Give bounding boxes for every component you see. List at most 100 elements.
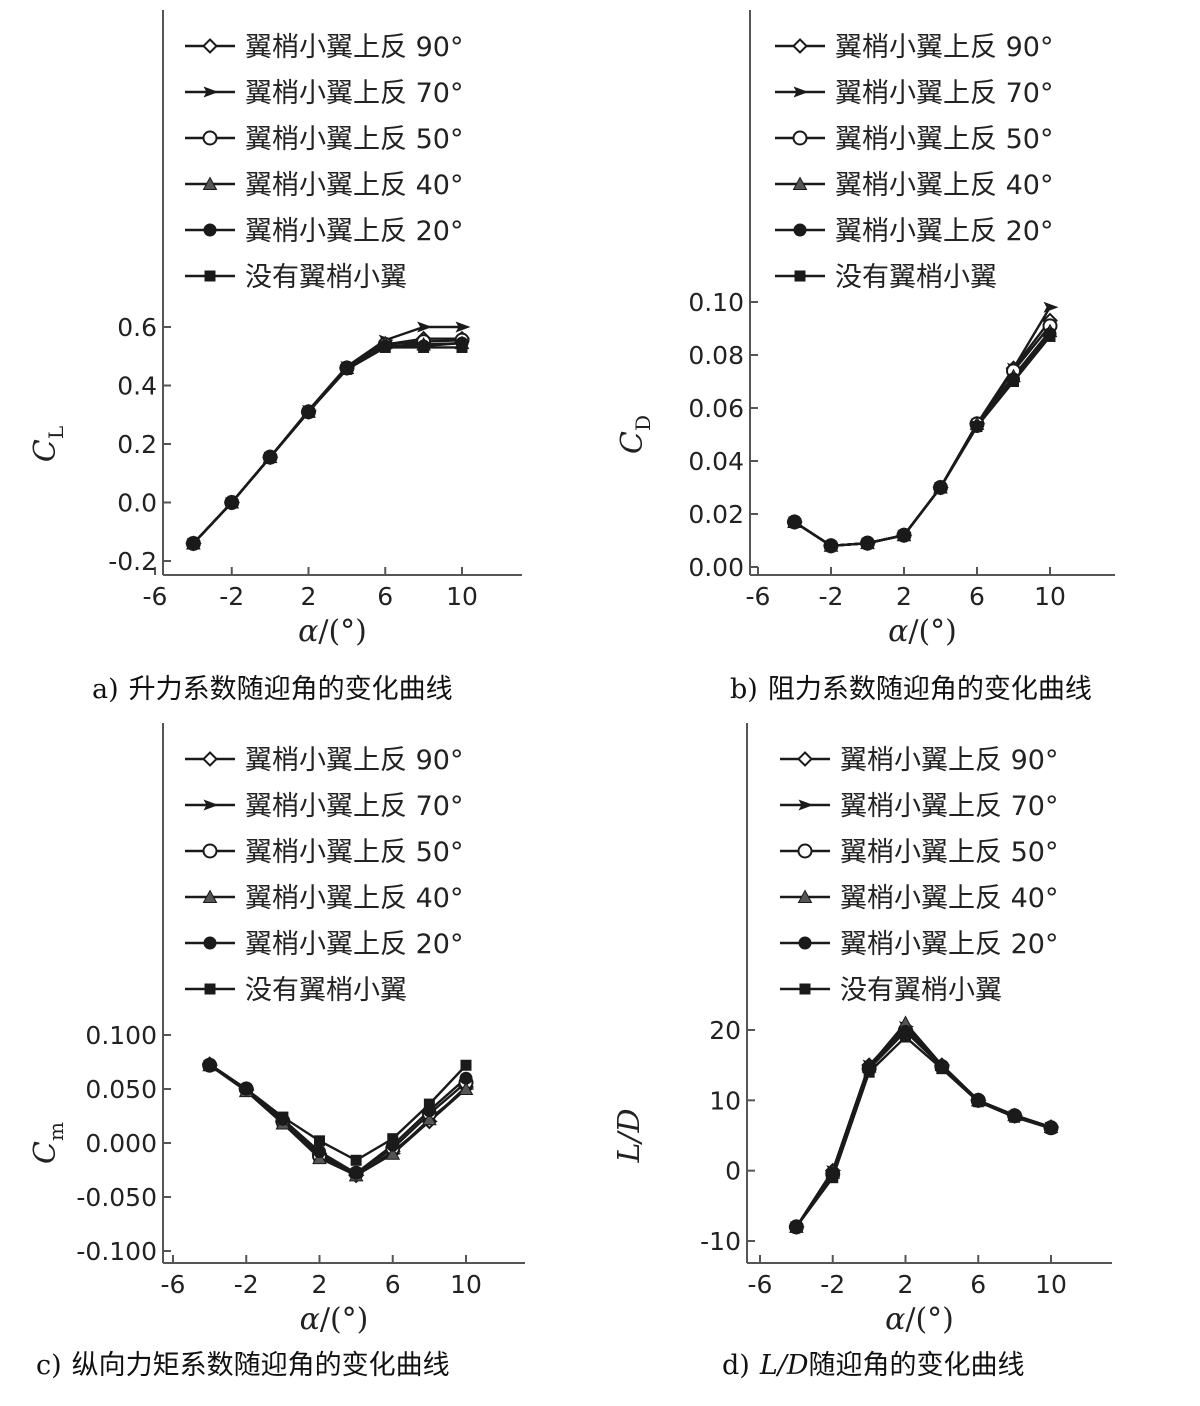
point-c-5-6 xyxy=(423,1098,435,1110)
legend-label-b-1: 翼梢小翼上反 70° xyxy=(835,78,1053,109)
point-c-3-5 xyxy=(385,1146,401,1160)
y-axis-symbol-a: C xyxy=(28,439,63,462)
legend-label-d-5: 没有翼梢小翼 xyxy=(840,975,1002,1006)
point-d-5-3 xyxy=(900,1031,911,1043)
point-a-5-1 xyxy=(226,497,238,508)
x-tick-label-c: -2 xyxy=(234,1270,259,1299)
x-axis-symbol-d: α xyxy=(885,1302,905,1337)
point-c-3-6 xyxy=(422,1111,437,1126)
x-tick-label-d: 2 xyxy=(898,1270,914,1299)
x-axis-title-b: α/(°) xyxy=(888,614,957,649)
legend-marker-c-1 xyxy=(203,799,219,811)
y-axis-symbol-d: L/D xyxy=(612,1108,647,1163)
y-tick-label-c: 0.100 xyxy=(85,1021,157,1050)
y-tick-label-a: -0.2 xyxy=(108,547,157,576)
y-axis-title-a: CL xyxy=(28,426,68,462)
point-a-1-7 xyxy=(455,321,471,333)
x-axis-unit-c: /(°) xyxy=(320,1302,369,1337)
x-tick-label-a: 6 xyxy=(377,582,393,611)
panel-a: -6 -2 2 6 10 -0.2 0.0 0.2 0.4 0.6 α/(°) CL 翼梢小翼上反 90… xyxy=(0,0,600,705)
legend-marker-b-3 xyxy=(792,176,808,190)
legend-marker-c-4 xyxy=(203,936,217,950)
legend-marker-a-2 xyxy=(202,130,218,146)
x-tick-label-b: 10 xyxy=(1034,582,1066,611)
x-tick-label-a: -2 xyxy=(219,582,244,611)
y-tick-label-b: 0.10 xyxy=(688,288,744,317)
x-tick-label-b: 6 xyxy=(969,582,985,611)
point-c-4-3 xyxy=(313,1145,326,1159)
legend-marker-b-4 xyxy=(793,223,807,237)
x-tick-label-c: 2 xyxy=(312,1270,328,1299)
point-c-5-3 xyxy=(314,1135,325,1147)
y-axis-subscript-c: m xyxy=(44,1122,68,1141)
chart-b-svg: -6 -2 2 6 10 0.00 0.02 0.04 0.06 0.08 0.10 α/(°) CD 翼… xyxy=(615,10,1115,649)
series-line-a-1 xyxy=(192,325,462,545)
point-c-5-4 xyxy=(350,1154,362,1166)
legend-label-c-5: 没有翼梢小翼 xyxy=(245,975,407,1006)
legend-marker-b-1 xyxy=(793,86,809,98)
y-axis-title-c: Cm xyxy=(28,1122,68,1164)
legend-marker-d-4 xyxy=(798,936,812,950)
series-line-a-0 xyxy=(192,337,462,545)
legend-label-d-2: 翼梢小翼上反 50° xyxy=(840,837,1058,868)
point-c-5-2 xyxy=(277,1111,289,1123)
legend-marker-a-4 xyxy=(203,223,217,237)
legend-label-b-2: 翼梢小翼上反 50° xyxy=(835,124,1053,155)
y-tick-label-d: 20 xyxy=(709,1016,741,1045)
y-tick-label-b: 0.04 xyxy=(688,447,744,476)
caption-d-ital: L/D xyxy=(759,1350,809,1381)
point-c-5-5 xyxy=(387,1133,399,1145)
legend-label-b-5: 没有翼梢小翼 xyxy=(835,262,997,293)
legend-label-a-3: 翼梢小翼上反 40° xyxy=(245,170,463,201)
panel-c: -6 -2 2 6 10 -0.100 -0.050 0.000 0.050 0.100 α/(°)… xyxy=(0,703,600,1406)
x-tick-label-b: 2 xyxy=(896,582,912,611)
x-axis-symbol-c: α xyxy=(300,1302,320,1337)
legend-label-a-5: 没有翼梢小翼 xyxy=(245,262,407,293)
point-b-5-4 xyxy=(935,482,946,493)
legend-label-c-2: 翼梢小翼上反 50° xyxy=(245,837,463,868)
legend-label-d-0: 翼梢小翼上反 90° xyxy=(840,745,1058,776)
legend-marker-d-5 xyxy=(799,983,811,995)
point-d-5-0 xyxy=(790,1221,802,1233)
x-tick-label-b: -2 xyxy=(819,582,844,611)
point-a-5-0 xyxy=(187,537,199,549)
legend-label-a-1: 翼梢小翼上反 70° xyxy=(245,78,463,109)
series-line-d-5 xyxy=(795,1035,1052,1228)
point-d-5-6 xyxy=(1009,1111,1021,1123)
legend-marker-c-3 xyxy=(202,889,218,903)
legend-marker-d-3 xyxy=(797,889,813,903)
series-line-a-5 xyxy=(192,346,462,545)
x-tick-label-a: 10 xyxy=(446,582,478,611)
point-a-5-6 xyxy=(418,341,430,353)
point-d-5-5 xyxy=(972,1096,984,1108)
point-c-5-0 xyxy=(204,1059,216,1071)
y-tick-label-b: 0.08 xyxy=(688,341,744,370)
legend-marker-d-0 xyxy=(797,751,813,767)
y-tick-label-c: -0.050 xyxy=(76,1183,157,1212)
series-line-a-3 xyxy=(192,341,463,545)
legend-label-d-4: 翼梢小翼上反 20° xyxy=(840,929,1058,960)
legend-label-a-0: 翼梢小翼上反 90° xyxy=(245,32,463,63)
point-b-5-6 xyxy=(1008,376,1019,387)
legend-marker-a-1 xyxy=(203,86,219,98)
point-a-5-3 xyxy=(303,406,314,418)
legend-marker-c-0 xyxy=(202,751,218,767)
chart-c-svg: -6 -2 2 6 10 -0.100 -0.050 0.000 0.050 0.100 α/(°)… xyxy=(28,723,525,1337)
legend-marker-c-2 xyxy=(202,843,218,859)
y-axis-subscript-a: L xyxy=(44,426,68,439)
point-a-5-5 xyxy=(379,341,391,353)
series-line-a-4 xyxy=(192,341,463,545)
y-tick-label-b: 0.02 xyxy=(688,500,744,529)
point-c-4-7 xyxy=(459,1071,473,1085)
y-axis-subscript-b: D xyxy=(631,415,655,431)
y-tick-label-d: 0 xyxy=(725,1157,741,1186)
point-a-5-4 xyxy=(341,363,353,375)
chart-a-svg: -6 -2 2 6 10 -0.2 0.0 0.2 0.4 0.6 α/(°) CL 翼梢小翼上反 90… xyxy=(28,10,522,649)
legend-marker-b-2 xyxy=(792,130,808,146)
x-axis-symbol-b: α xyxy=(888,614,908,649)
x-tick-label-d: -2 xyxy=(820,1270,845,1299)
x-tick-label-d: -6 xyxy=(748,1270,773,1299)
point-c-3-7 xyxy=(458,1081,474,1095)
legend-d: 翼梢小翼上反 90° 翼梢小翼上反 70° 翼梢小翼上反 50° 翼梢小翼上反 40°… xyxy=(780,745,1058,1006)
